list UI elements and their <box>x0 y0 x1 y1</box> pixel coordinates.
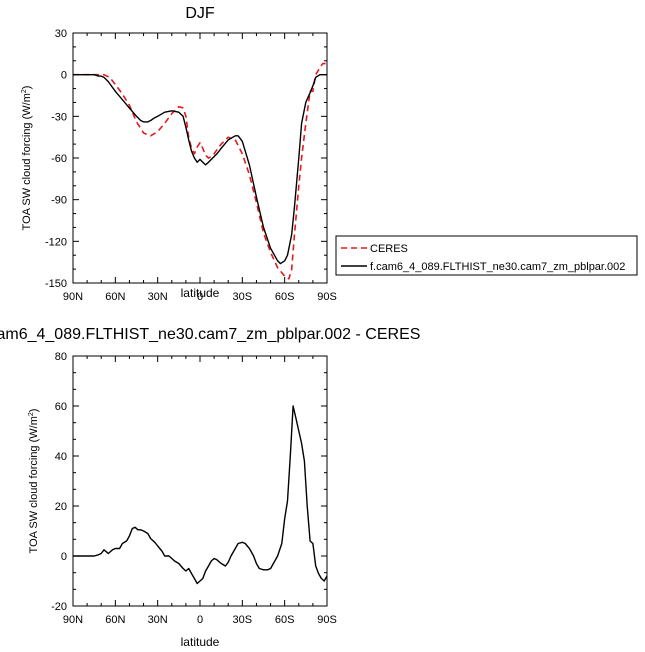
top-y-tick-label: -60 <box>51 153 67 165</box>
top-lines <box>73 62 327 280</box>
bottom-x-tick-label: 60N <box>105 614 125 626</box>
top-plot-frame <box>72 32 328 284</box>
bottom-y-axis-label: TOA SW cloud forcing (W/m2) <box>28 409 40 554</box>
bottom-x-tick-label: 30S <box>233 614 253 626</box>
top-y-tick-label: -150 <box>45 278 67 290</box>
bottom-y-tick-label: -20 <box>51 601 67 613</box>
bottom-panel: f.cam6_4_089.FLTHIST_ne30.cam7_zm_pblpar… <box>0 326 420 649</box>
top-y-tick-labels: 30 0 -30 -60 -90 -120 -150 <box>45 28 67 290</box>
top-title: DJF <box>185 5 215 22</box>
top-y-axis-label-sup: 2 <box>21 89 28 93</box>
legend-label-model: f.cam6_4_089.FLTHIST_ne30.cam7_zm_pblpar… <box>370 261 625 273</box>
bottom-y-axis-label-sup: 2 <box>28 412 35 416</box>
top-y-tick-label: 0 <box>61 70 67 82</box>
top-y-axis-label: TOA SW cloud forcing (W/m2) <box>21 86 33 231</box>
bottom-lines <box>73 405 328 585</box>
bottom-x-tick-label: 30N <box>148 614 168 626</box>
top-x-tick-label: 30N <box>148 291 168 303</box>
legend: CERES f.cam6_4_089.FLTHIST_ne30.cam7_zm_… <box>335 235 638 276</box>
top-x-tick-label: 90S <box>317 291 337 303</box>
top-x-axis-label: latitude <box>181 286 220 300</box>
top-y-tick-label: -30 <box>51 111 67 123</box>
top-y-tick-label: -90 <box>51 195 67 207</box>
top-x-tick-label: 0 <box>197 291 203 303</box>
top-panel: DJF 30 0 -30 -60 -90 -120 -150 90N 60N 30N 0 30S 60… <box>21 5 638 303</box>
bottom-x-tick-labels: 90N 60N 30N 0 30S 60S 90S <box>63 614 337 626</box>
bottom-x-tick-label: 60S <box>275 614 295 626</box>
top-x-tick-label: 90N <box>63 291 83 303</box>
top-series-line-ceres <box>73 62 326 280</box>
bottom-y-tick-label: 80 <box>55 351 67 363</box>
top-series-line-model <box>73 73 327 265</box>
top-y-tick-label: -120 <box>45 236 67 248</box>
bottom-x-tick-label: 90N <box>63 614 83 626</box>
bottom-plot-frame <box>72 355 328 607</box>
bottom-x-tick-label: 0 <box>197 614 203 626</box>
legend-label-ceres: CERES <box>370 243 408 255</box>
top-x-tick-label: 60S <box>275 291 295 303</box>
bottom-x-axis-label: latitude <box>181 635 220 649</box>
bottom-title: f.cam6_4_089.FLTHIST_ne30.cam7_zm_pblpar… <box>0 326 420 343</box>
bottom-x-tick-label: 90S <box>317 614 337 626</box>
bottom-y-tick-label: 20 <box>55 501 67 513</box>
bottom-y-tick-label: 40 <box>55 451 67 463</box>
top-y-tick-label: 30 <box>55 28 67 40</box>
bottom-y-tick-labels: 80 60 40 20 0 -20 <box>51 351 67 613</box>
bottom-y-tick-label: 0 <box>61 551 67 563</box>
legend-box <box>335 235 638 276</box>
top-x-tick-label: 30S <box>233 291 253 303</box>
bottom-y-tick-label: 60 <box>55 401 67 413</box>
top-x-tick-label: 60N <box>105 291 125 303</box>
top-x-tick-labels: 90N 60N 30N 0 30S 60S 90S <box>63 291 337 303</box>
bottom-series-line-difference <box>73 405 328 585</box>
